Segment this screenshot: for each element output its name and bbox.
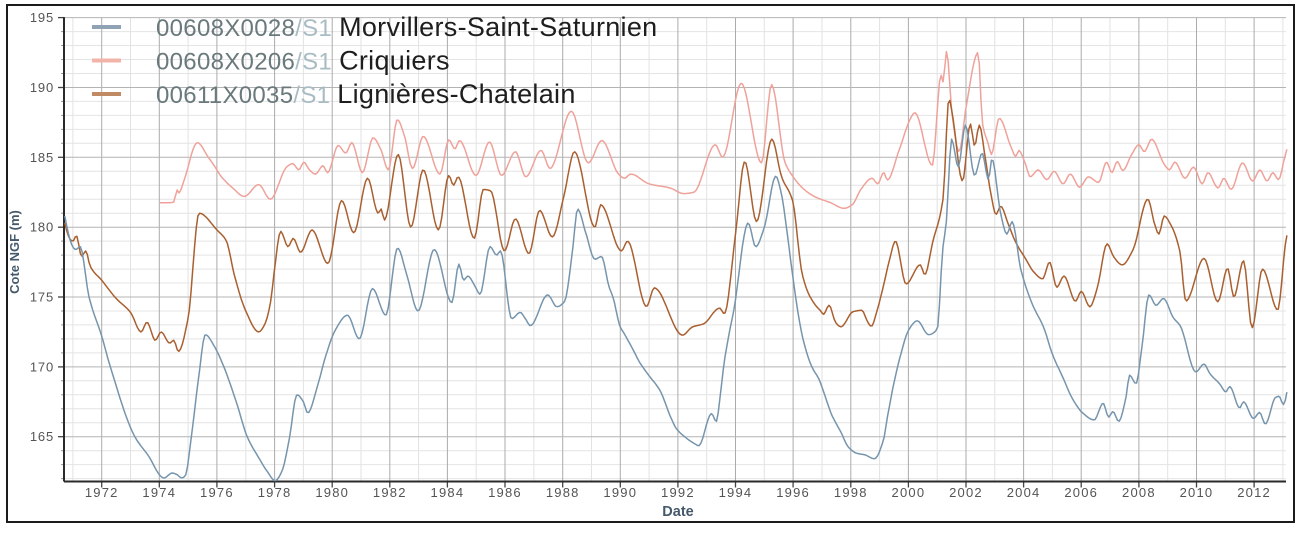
svg-text:1992: 1992 — [661, 485, 695, 500]
svg-text:2012: 2012 — [1237, 485, 1271, 500]
svg-text:1974: 1974 — [142, 485, 176, 500]
svg-text:2006: 2006 — [1064, 485, 1098, 500]
svg-text:1986: 1986 — [488, 485, 522, 500]
svg-text:1994: 1994 — [719, 485, 753, 500]
svg-text:1972: 1972 — [85, 485, 119, 500]
svg-text:1984: 1984 — [431, 485, 465, 500]
svg-text:Cote NGF (m): Cote NGF (m) — [7, 210, 22, 294]
svg-text:190: 190 — [30, 80, 54, 95]
svg-text:195: 195 — [30, 10, 54, 25]
svg-text:1978: 1978 — [258, 485, 292, 500]
svg-text:1996: 1996 — [776, 485, 810, 500]
svg-text:180: 180 — [30, 220, 54, 235]
svg-text:170: 170 — [30, 359, 54, 374]
svg-text:2002: 2002 — [949, 485, 983, 500]
svg-text:165: 165 — [30, 429, 54, 444]
svg-text:1998: 1998 — [834, 485, 868, 500]
svg-text:1976: 1976 — [200, 485, 234, 500]
svg-text:2008: 2008 — [1122, 485, 1156, 500]
svg-text:1990: 1990 — [603, 485, 637, 500]
svg-text:1988: 1988 — [546, 485, 580, 500]
svg-text:1982: 1982 — [373, 485, 407, 500]
svg-text:Date: Date — [662, 504, 693, 520]
svg-text:175: 175 — [30, 290, 54, 305]
svg-text:1980: 1980 — [315, 485, 349, 500]
svg-text:2004: 2004 — [1007, 485, 1041, 500]
svg-text:2000: 2000 — [892, 485, 926, 500]
svg-text:2010: 2010 — [1180, 485, 1214, 500]
svg-text:185: 185 — [30, 150, 54, 165]
